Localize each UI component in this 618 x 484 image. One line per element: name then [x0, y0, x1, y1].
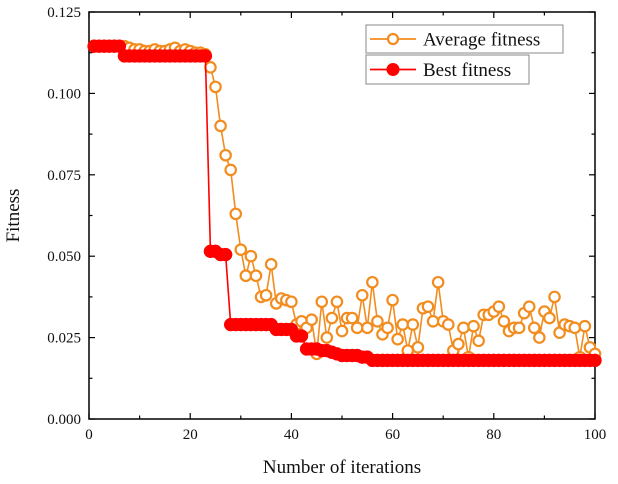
- data-point: [396, 318, 410, 331]
- data-point: [264, 258, 278, 271]
- x-tick-label: 60: [385, 427, 400, 443]
- data-point: [512, 321, 526, 335]
- data-point: [568, 321, 582, 335]
- data-point: [492, 300, 506, 313]
- x-tick-label: 100: [584, 427, 607, 443]
- legend-item: Average fitness: [365, 24, 564, 54]
- data-point: [198, 49, 213, 63]
- data-point: [305, 313, 318, 326]
- data-point: [533, 331, 546, 344]
- data-point: [259, 288, 273, 302]
- data-point: [219, 148, 232, 162]
- y-tick-label: 0.050: [47, 249, 81, 265]
- data-point: [330, 295, 344, 309]
- data-point: [431, 275, 445, 289]
- legend-marker-filled-circle-icon: [386, 63, 400, 76]
- y-axis-ticks: 0.000 0.025 0.050 0.075 0.100 0.125: [47, 5, 595, 428]
- x-axis-ticks: 0 20 40 60 80 100: [85, 12, 606, 443]
- y-axis-title: Fitness: [3, 189, 24, 243]
- data-point: [214, 119, 227, 133]
- data-point: [204, 61, 217, 74]
- legend-marker-open-circle-icon: [386, 32, 400, 46]
- x-tick-label: 20: [183, 427, 198, 443]
- series-average-fitness: [87, 39, 602, 364]
- data-point: [522, 300, 536, 313]
- y-tick-label: 0.000: [47, 412, 81, 428]
- data-point: [315, 295, 329, 309]
- data-point: [294, 329, 309, 343]
- legend: Average fitness Best fitness: [365, 24, 564, 85]
- data-point: [411, 341, 425, 354]
- data-point: [457, 321, 470, 335]
- data-point: [391, 332, 404, 346]
- data-point: [421, 300, 435, 313]
- data-point: [497, 315, 511, 328]
- data-point: [426, 315, 440, 328]
- legend-label: Best fitness: [423, 60, 511, 81]
- data-point: [467, 319, 480, 333]
- data-point: [229, 207, 243, 221]
- data-point: [239, 269, 253, 283]
- y-tick-label: 0.125: [47, 5, 81, 21]
- data-point: [366, 275, 379, 289]
- legend-item: Best fitness: [365, 54, 530, 85]
- data-point: [355, 288, 369, 302]
- data-point: [218, 247, 233, 262]
- data-point: [249, 269, 263, 283]
- data-point: [360, 321, 374, 335]
- legend-label: Average fitness: [423, 30, 540, 51]
- y-tick-label: 0.075: [47, 168, 81, 184]
- data-point: [527, 321, 541, 335]
- data-point: [452, 337, 465, 351]
- x-axis-title: Number of iterations: [263, 457, 421, 478]
- x-tick-label: 80: [486, 427, 501, 443]
- series-layer: [87, 39, 602, 368]
- data-point: [285, 295, 298, 309]
- data-point: [320, 331, 334, 344]
- x-tick-label: 0: [85, 427, 93, 443]
- data-point: [441, 318, 455, 331]
- data-point: [234, 243, 248, 256]
- data-point: [386, 293, 399, 307]
- data-point: [381, 321, 394, 335]
- y-tick-label: 0.100: [47, 86, 81, 102]
- data-point: [224, 163, 237, 177]
- data-point: [209, 80, 222, 94]
- data-point: [371, 315, 384, 328]
- y-tick-label: 0.025: [47, 331, 81, 347]
- data-point: [578, 319, 592, 333]
- data-point: [588, 353, 602, 368]
- x-tick-label: 40: [284, 427, 299, 443]
- data-point: [325, 311, 339, 325]
- data-point: [350, 321, 364, 335]
- series-best-fitness: [87, 39, 602, 368]
- data-point: [406, 318, 420, 331]
- data-point: [335, 324, 349, 338]
- data-point: [472, 334, 485, 348]
- data-point: [543, 311, 556, 325]
- data-point: [345, 311, 359, 325]
- data-point: [548, 290, 561, 304]
- data-point: [244, 249, 258, 263]
